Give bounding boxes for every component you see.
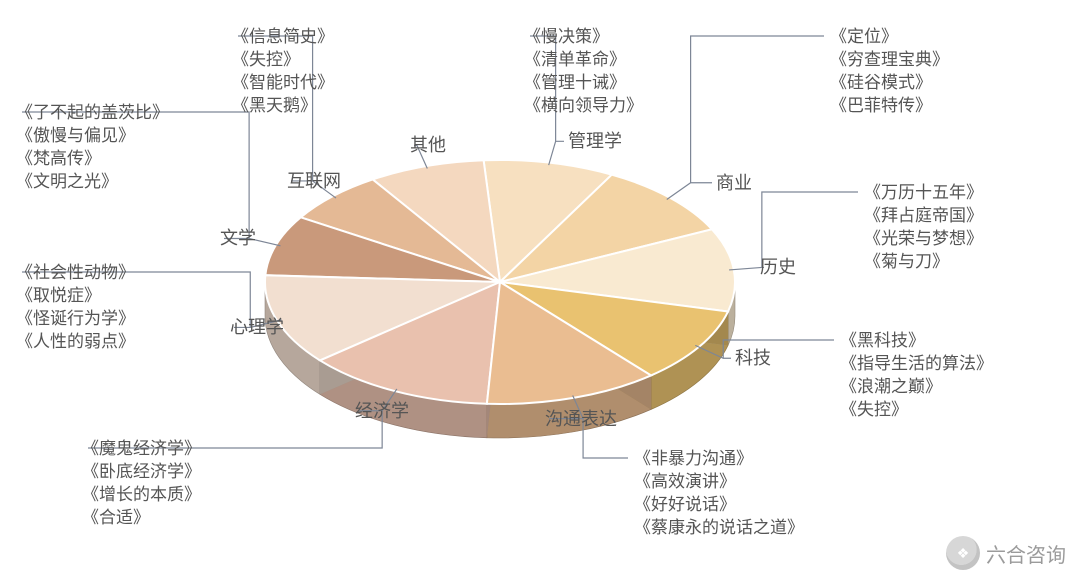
watermark-text: 六合咨询 bbox=[986, 539, 1066, 568]
category-label: 管理学 bbox=[568, 129, 622, 153]
book-list: 《信息简史》 《失控》 《智能时代》 《黑天鹅》 bbox=[232, 26, 334, 118]
book-list: 《慢决策》 《清单革命》 《管理十诫》 《横向领导力》 bbox=[524, 26, 643, 118]
category-label: 商业 bbox=[716, 171, 752, 195]
category-label: 其他 bbox=[410, 133, 446, 157]
book-list: 《非暴力沟通》 《高效演讲》 《好好说话》 《蔡康永的说话之道》 bbox=[634, 448, 804, 540]
book-list: 《魔鬼经济学》 《卧底经济学》 《增长的本质》 《合适》 bbox=[82, 438, 201, 530]
category-label: 文学 bbox=[220, 226, 256, 250]
category-label: 经济学 bbox=[355, 399, 409, 423]
category-label: 心理学 bbox=[230, 315, 284, 339]
category-label: 科技 bbox=[735, 346, 771, 370]
chart-stage: 管理学 《慢决策》 《清单革命》 《管理十诫》 《横向领导力》商业 《定位》 《穷查… bbox=[0, 0, 1080, 588]
wechat-icon: ❖ bbox=[946, 536, 980, 570]
category-label: 互联网 bbox=[287, 169, 341, 193]
book-list: 《社会性动物》 《取悦症》 《怪诞行为学》 《人性的弱点》 bbox=[16, 262, 135, 354]
book-list: 《万历十五年》 《拜占庭帝国》 《光荣与梦想》 《菊与刀》 bbox=[864, 182, 983, 274]
watermark: ❖六合咨询 bbox=[946, 536, 1066, 570]
category-label: 沟通表达 bbox=[545, 407, 617, 431]
book-list: 《黑科技》 《指导生活的算法》 《浪潮之巅》 《失控》 bbox=[840, 330, 993, 422]
category-label: 历史 bbox=[760, 255, 796, 279]
book-list: 《了不起的盖茨比》 《傲慢与偏见》 《梵高传》 《文明之光》 bbox=[16, 102, 169, 194]
book-list: 《定位》 《穷查理宝典》 《硅谷模式》 《巴菲特传》 bbox=[830, 26, 949, 118]
